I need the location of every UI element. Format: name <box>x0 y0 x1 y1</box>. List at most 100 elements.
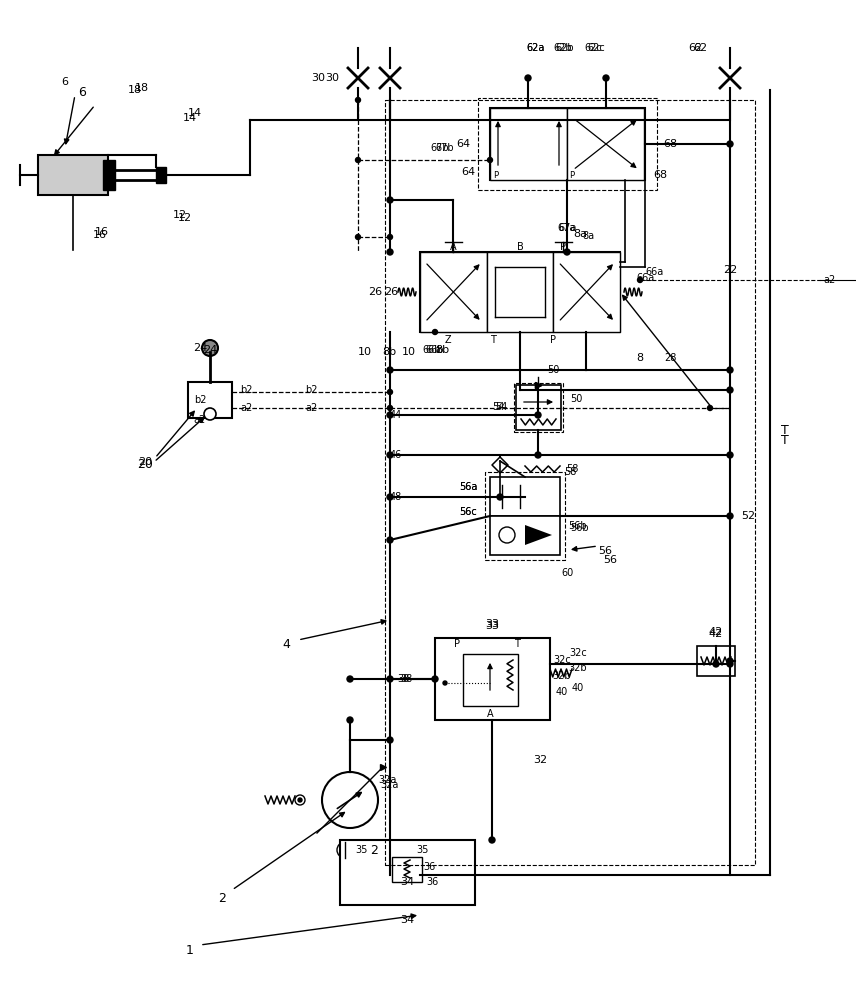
Text: 2: 2 <box>370 844 377 856</box>
Text: 62c: 62c <box>587 43 605 53</box>
Text: 32b: 32b <box>553 671 571 681</box>
Text: P: P <box>493 170 498 180</box>
Circle shape <box>337 842 353 858</box>
Text: a2: a2 <box>305 403 318 413</box>
Text: 6: 6 <box>78 86 86 99</box>
Bar <box>516 385 561 430</box>
Text: 32b: 32b <box>568 663 587 673</box>
Circle shape <box>355 98 360 103</box>
Circle shape <box>432 676 438 682</box>
Text: 58: 58 <box>566 464 578 474</box>
Circle shape <box>535 412 541 418</box>
Text: 50: 50 <box>547 365 559 375</box>
Circle shape <box>355 234 360 239</box>
Text: 32a: 32a <box>381 780 399 790</box>
Circle shape <box>727 141 733 147</box>
Text: 12: 12 <box>178 213 192 223</box>
Circle shape <box>535 452 541 458</box>
Circle shape <box>727 387 733 393</box>
Circle shape <box>564 249 570 255</box>
Text: 28: 28 <box>663 353 676 363</box>
Text: 16: 16 <box>95 227 109 237</box>
Bar <box>697 646 735 676</box>
Text: 62a: 62a <box>526 43 545 53</box>
Text: 16: 16 <box>93 230 107 240</box>
Text: P: P <box>454 639 460 649</box>
Text: 26: 26 <box>383 287 398 297</box>
Bar <box>340 840 475 905</box>
Text: 14: 14 <box>188 108 202 118</box>
Text: 62: 62 <box>688 43 702 53</box>
Bar <box>156 167 166 183</box>
Circle shape <box>638 277 643 282</box>
Bar <box>463 654 518 706</box>
Circle shape <box>727 452 733 458</box>
Text: Z: Z <box>444 335 451 345</box>
Bar <box>485 472 565 560</box>
Text: A: A <box>449 242 456 252</box>
Text: 10: 10 <box>358 347 372 357</box>
Text: 66b: 66b <box>425 345 444 355</box>
Text: 34: 34 <box>400 915 414 925</box>
Text: 33: 33 <box>485 621 499 631</box>
Text: 40: 40 <box>556 687 568 697</box>
Text: P: P <box>569 170 574 180</box>
Text: 35: 35 <box>417 845 429 855</box>
Text: 64: 64 <box>461 167 475 177</box>
Text: 24: 24 <box>193 343 207 353</box>
Text: 24: 24 <box>203 345 217 355</box>
Text: 2: 2 <box>218 892 226 904</box>
Circle shape <box>387 452 393 458</box>
Bar <box>478 98 657 190</box>
Text: 42: 42 <box>709 629 723 639</box>
Text: 54: 54 <box>492 402 504 412</box>
Text: A: A <box>487 709 493 719</box>
Circle shape <box>443 681 447 685</box>
Circle shape <box>432 330 437 334</box>
Text: 68: 68 <box>653 170 667 180</box>
Text: 64: 64 <box>456 139 470 149</box>
Text: 67b: 67b <box>431 143 449 153</box>
Text: 56c: 56c <box>459 507 477 517</box>
Circle shape <box>488 157 492 162</box>
Circle shape <box>603 75 609 81</box>
Text: b2: b2 <box>305 385 318 395</box>
Text: 67b: 67b <box>436 143 455 153</box>
Bar <box>487 252 553 332</box>
Text: 32a: 32a <box>379 775 397 785</box>
Circle shape <box>387 197 393 203</box>
Text: 1: 1 <box>186 944 194 956</box>
Bar <box>420 252 487 332</box>
Text: 62: 62 <box>693 43 707 53</box>
Text: 56a: 56a <box>459 482 477 492</box>
Circle shape <box>202 340 218 356</box>
Text: 40: 40 <box>572 683 584 693</box>
Text: 66a: 66a <box>646 267 664 277</box>
Circle shape <box>387 367 393 373</box>
Circle shape <box>489 837 495 843</box>
Text: P: P <box>550 335 556 345</box>
Circle shape <box>387 249 393 255</box>
Text: 42: 42 <box>709 627 723 637</box>
Bar <box>553 252 620 332</box>
Text: T: T <box>782 434 789 446</box>
Text: 8b: 8b <box>435 345 449 355</box>
Text: 6: 6 <box>62 77 68 87</box>
Text: 60: 60 <box>562 568 574 578</box>
Text: 62b: 62b <box>554 43 573 53</box>
Text: 36: 36 <box>426 877 438 887</box>
Circle shape <box>388 234 393 239</box>
Bar <box>188 382 232 418</box>
Text: T: T <box>514 639 520 649</box>
Circle shape <box>499 527 515 543</box>
Circle shape <box>727 367 733 373</box>
Circle shape <box>497 494 503 500</box>
Text: 38: 38 <box>401 674 413 684</box>
Text: 56b: 56b <box>571 523 589 533</box>
Circle shape <box>727 658 733 664</box>
Polygon shape <box>525 525 552 545</box>
Text: 44: 44 <box>389 410 402 420</box>
Text: 48: 48 <box>389 492 402 502</box>
Text: 30: 30 <box>311 73 325 83</box>
Text: 32c: 32c <box>553 655 571 665</box>
